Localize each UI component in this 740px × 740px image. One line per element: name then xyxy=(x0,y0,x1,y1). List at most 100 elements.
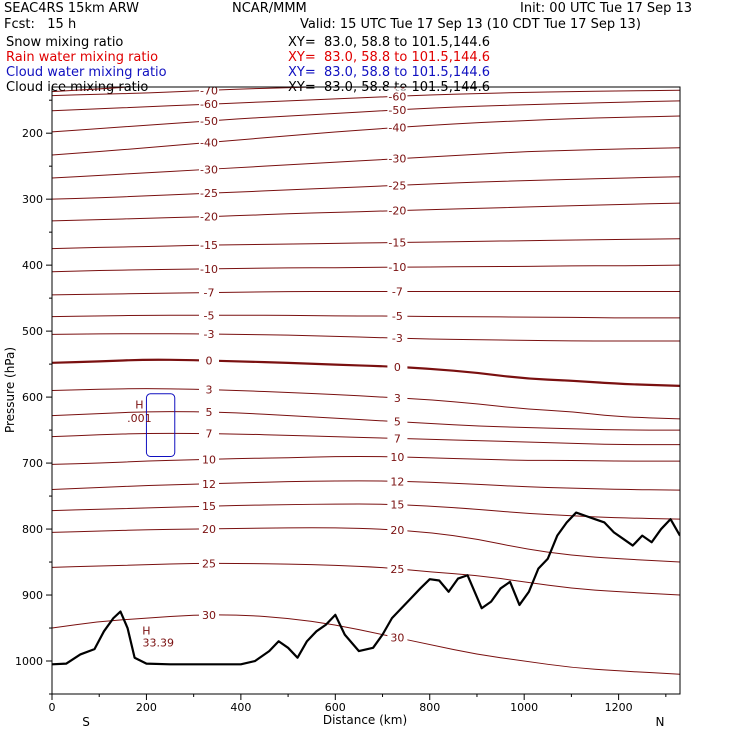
isotherm-line xyxy=(52,388,680,420)
y-axis-label: Pressure (hPa) xyxy=(3,347,17,433)
y-tick-label: 800 xyxy=(22,523,43,536)
model-name: SEAC4RS 15km ARW xyxy=(4,1,140,16)
x-tick-label: 600 xyxy=(325,701,346,714)
isotherm-label: -20 xyxy=(200,211,218,224)
isotherm-line xyxy=(52,358,680,387)
isotherm-label: 10 xyxy=(390,451,404,464)
isotherm-line xyxy=(52,89,680,112)
isotherm-label: -3 xyxy=(204,328,215,341)
isotherm-line xyxy=(52,411,680,431)
isotherm-line xyxy=(52,614,680,675)
isotherm-label: 7 xyxy=(206,428,213,441)
y-tick-label: 900 xyxy=(22,589,43,602)
isotherm-label: -10 xyxy=(388,261,406,274)
isotherm-label: 5 xyxy=(206,406,213,419)
isotherm-line xyxy=(52,291,680,296)
isotherm-line xyxy=(52,503,680,520)
isotherm-line xyxy=(52,314,680,319)
isotherm-label: -40 xyxy=(200,136,218,149)
isotherm-label: 15 xyxy=(390,499,404,512)
isotherm-label: 12 xyxy=(390,475,404,488)
isotherm-label: -7 xyxy=(204,287,215,300)
isotherm-label: -15 xyxy=(388,237,406,250)
x-axis-label: Distance (km) xyxy=(323,713,407,727)
isotherm-line xyxy=(52,115,680,156)
field-rain-name: Rain water mixing ratio xyxy=(6,50,159,65)
y-tick-label: 300 xyxy=(22,193,43,206)
isotherm-label: -70 xyxy=(200,84,218,97)
isotherm-label: 15 xyxy=(202,500,216,513)
isotherm-label: -5 xyxy=(204,309,215,322)
isotherm-line xyxy=(52,264,680,273)
isotherm-label: -25 xyxy=(388,179,406,192)
annotation-label: .001 xyxy=(127,412,152,425)
forecast-hour: Fcst: 15 h xyxy=(4,17,77,32)
isotherm-label: -30 xyxy=(388,153,406,166)
x-axis-north-label: N xyxy=(656,715,665,729)
isotherm-label: -40 xyxy=(388,122,406,135)
isotherm-line xyxy=(52,333,680,342)
isotherm-label: 20 xyxy=(202,523,216,536)
isotherm-label: -15 xyxy=(200,239,218,252)
isotherm-line xyxy=(52,147,680,179)
plot-frame xyxy=(51,86,681,695)
y-tick-label: 500 xyxy=(22,325,43,338)
isotherm-label: -10 xyxy=(200,263,218,276)
isotherm-line xyxy=(52,100,680,133)
isotherm-line xyxy=(52,455,680,465)
center-name: NCAR/MMM xyxy=(232,1,307,16)
isotherm-label: -7 xyxy=(392,286,403,299)
y-tick-label: 400 xyxy=(22,259,43,272)
plot-area: -77.4-77.4-70 -70-60-60-50-50-40-40-30-30… xyxy=(52,65,680,675)
init-time: Init: 00 UTC Tue 17 Sep 13 xyxy=(520,1,693,16)
isotherm-label: 25 xyxy=(390,563,404,576)
x-tick-label: 0 xyxy=(49,701,56,714)
x-tick-label: 400 xyxy=(230,701,251,714)
x-tick-label: 1200 xyxy=(605,701,633,714)
isotherm-label: 20 xyxy=(390,524,404,537)
isotherm-line xyxy=(52,176,680,200)
isotherm-label: 5 xyxy=(394,416,401,429)
isotherm-line xyxy=(52,87,136,93)
isotherm-label: -60 xyxy=(200,98,218,111)
isotherm-line xyxy=(52,202,680,222)
isotherm-label: 0 xyxy=(394,361,401,374)
x-tick-label: 200 xyxy=(136,701,157,714)
isotherm-label: -77.4 xyxy=(383,65,411,78)
isotherm-line xyxy=(52,527,680,563)
isotherm-line xyxy=(52,480,680,491)
isotherm-label: 30 xyxy=(390,632,404,645)
x-axis-south-label: S xyxy=(82,715,90,729)
field-rain-xy: XY= 83.0, 58.8 to 101.5,144.6 xyxy=(288,50,491,65)
y-tick-label: 200 xyxy=(22,127,43,140)
annotation-label: 33.39 xyxy=(142,636,174,649)
isotherm-label: 30 xyxy=(202,609,216,622)
x-tick-label: 1000 xyxy=(510,701,538,714)
annotation-label: H xyxy=(142,625,150,638)
cloud-water-contour xyxy=(145,393,176,457)
isotherm-line xyxy=(52,432,680,446)
terrain-line xyxy=(52,511,680,666)
isotherm-label: -25 xyxy=(200,187,218,200)
isotherm-label: -3 xyxy=(392,332,403,345)
y-tick-label: 700 xyxy=(22,457,43,470)
isotherm-label: -20 xyxy=(388,205,406,218)
isotherm-label: -5 xyxy=(392,310,403,323)
x-tick-label: 800 xyxy=(419,701,440,714)
annotation-label: H xyxy=(135,398,143,411)
isotherm-label: -70 xyxy=(388,79,406,92)
y-tick-label: 600 xyxy=(22,391,43,404)
isotherm-label: -60 xyxy=(388,90,406,103)
isotherm-label: 10 xyxy=(202,453,216,466)
field-cloudwater-xy: XY= 83.0, 58.8 to 101.5,144.6 xyxy=(288,65,491,80)
isotherm-line xyxy=(52,87,330,97)
field-snow-name: Snow mixing ratio xyxy=(6,35,124,50)
isotherm-label: 7 xyxy=(394,432,401,445)
isotherm-line xyxy=(52,238,680,250)
isotherm-label: -50 xyxy=(388,104,406,117)
y-tick-label: 1000 xyxy=(15,655,43,668)
field-cloudwater-name: Cloud water mixing ratio xyxy=(6,65,167,80)
isotherm-label: 3 xyxy=(206,384,213,397)
field-snow-xy: XY= 83.0, 58.8 to 101.5,144.6 xyxy=(288,35,491,50)
